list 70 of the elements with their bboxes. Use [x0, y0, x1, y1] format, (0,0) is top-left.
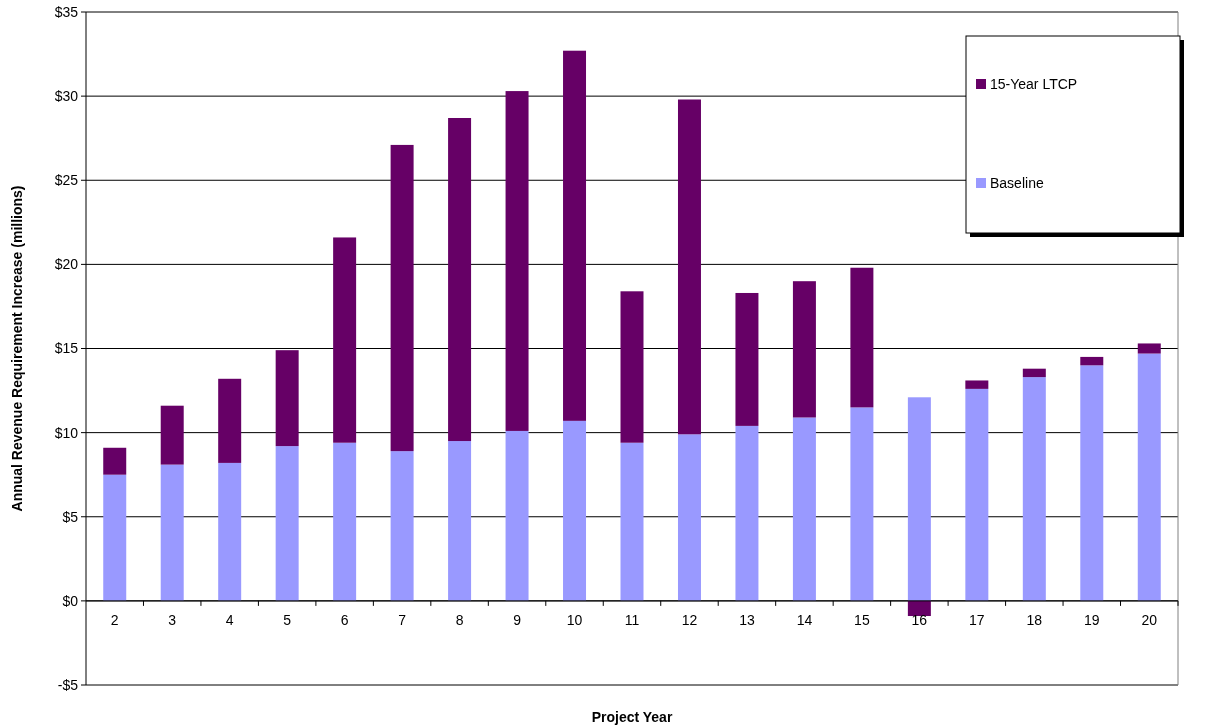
bar: [563, 420, 587, 601]
bar: [103, 447, 127, 475]
bar: [1022, 368, 1046, 378]
bar: [218, 462, 242, 601]
x-tick-label: 19: [1084, 611, 1100, 628]
x-tick-label: 4: [225, 611, 234, 628]
y-axis-title: Annual Revenue Requirement Increase (millions): [8, 185, 25, 512]
bar: [218, 378, 242, 463]
x-axis-title: Project Year: [591, 708, 673, 725]
bar: [907, 600, 931, 617]
x-tick-label: 9: [513, 611, 522, 628]
bar: [275, 446, 299, 601]
bar: [390, 451, 414, 601]
x-tick-label: 18: [1026, 611, 1043, 628]
bar: [275, 350, 299, 447]
bar: [1137, 353, 1161, 601]
x-tick-label: 8: [455, 611, 464, 628]
bar: [735, 292, 759, 426]
x-tick-label: 15: [854, 611, 870, 628]
x-tick-label: 10: [566, 611, 583, 628]
x-tick-label: 6: [340, 611, 349, 628]
bar: [1080, 356, 1104, 366]
legend-label: 15-Year LTCP: [990, 75, 1078, 92]
bar: [792, 281, 816, 418]
x-tick-label: 16: [911, 611, 928, 628]
bar: [1080, 365, 1104, 601]
bar: [792, 417, 816, 601]
bar: [1022, 377, 1046, 601]
bar: [103, 474, 127, 601]
bar: [620, 442, 644, 601]
x-tick-label: 13: [739, 611, 755, 628]
y-tick-label: $10: [54, 424, 79, 441]
bar: [160, 464, 184, 601]
y-tick-label: $35: [54, 3, 79, 20]
bar: [448, 441, 472, 601]
x-tick-label: 12: [681, 611, 698, 628]
bar: [965, 380, 989, 389]
bar: [620, 291, 644, 443]
x-tick-label: 3: [168, 611, 177, 628]
x-tick-label: 17: [969, 611, 985, 628]
y-tick-label: $5: [62, 508, 79, 525]
x-tick-label: 7: [398, 611, 407, 628]
bar: [850, 267, 874, 408]
bar: [965, 388, 989, 601]
legend-label: Baseline: [990, 174, 1044, 191]
x-tick-label: 2: [110, 611, 119, 628]
bar: [563, 50, 587, 421]
x-tick-label: 14: [796, 611, 813, 628]
bar: [735, 425, 759, 601]
bar: [850, 407, 874, 601]
bar: [333, 237, 357, 443]
bar: [505, 91, 529, 431]
y-tick-label: $30: [54, 88, 79, 105]
bar: [1137, 343, 1161, 354]
y-tick-label: $0: [62, 592, 79, 609]
y-tick-label: $25: [54, 172, 79, 189]
bar: [448, 118, 472, 442]
x-tick-label: 20: [1141, 611, 1158, 628]
y-tick-label: -$5: [57, 676, 79, 693]
bar: [677, 99, 701, 435]
bar: [505, 430, 529, 601]
bar: [333, 442, 357, 601]
x-tick-label: 11: [624, 611, 640, 628]
bar: [677, 434, 701, 601]
bar: [907, 397, 931, 601]
bar: [390, 144, 414, 452]
x-tick-label: 5: [283, 611, 292, 628]
y-tick-label: $15: [54, 340, 79, 357]
bar: [160, 405, 184, 465]
y-tick-label: $20: [54, 256, 79, 273]
